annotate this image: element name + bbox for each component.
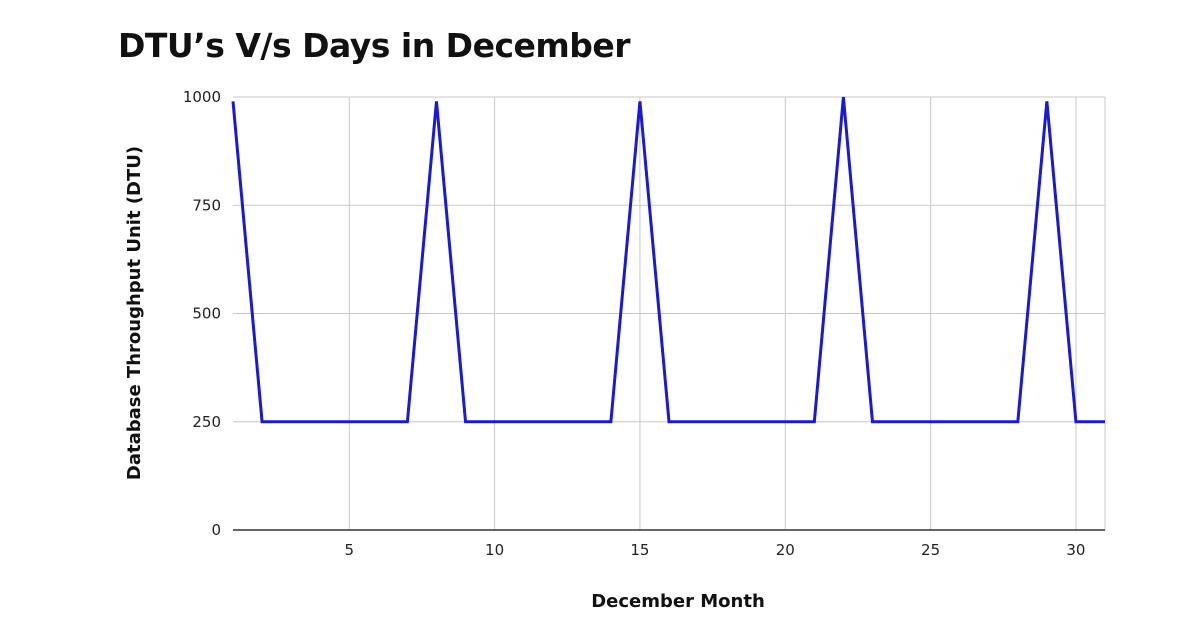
chart-title: DTU’s V/s Days in December [118,26,631,65]
tick-labels: 0 250 500 750 1000 5 10 15 20 25 30 [183,88,1086,559]
x-tick-label: 30 [1066,541,1085,559]
x-tick-label: 25 [921,541,940,559]
series-layer [231,96,1106,424]
x-tick-label: 10 [485,541,504,559]
x-tick-label: 15 [630,541,649,559]
y-tick-label: 500 [192,305,221,323]
series-line [231,96,1105,424]
grid-lines [233,96,1106,530]
y-tick-label: 250 [192,413,221,431]
y-axis-title: Database Throughput Unit (DTU) [124,146,145,480]
x-axis-title: December Month [591,591,765,612]
y-tick-label: 750 [192,196,221,214]
x-tick-label: 5 [344,541,354,559]
y-tick-label: 1000 [183,88,221,106]
x-tick-label: 20 [776,541,795,559]
y-tick-label: 0 [211,521,221,539]
